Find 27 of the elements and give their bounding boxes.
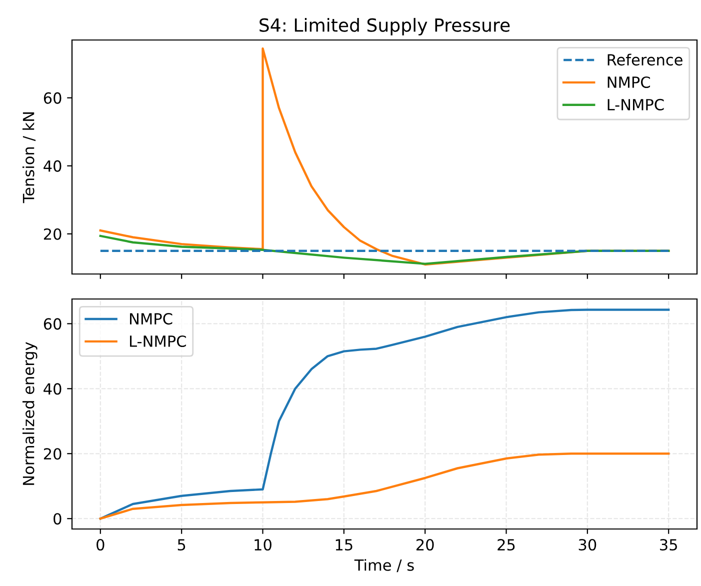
x-tick-label: 10 (254, 538, 272, 551)
legend-label: NMPC (608, 76, 650, 88)
line-series (99, 308, 670, 520)
x-tick-label: 15 (336, 539, 352, 551)
x-tick-label: 5 (178, 539, 186, 551)
y-axis-title: Tension / kN (22, 112, 36, 204)
line-series (99, 234, 670, 265)
y-tick-label: 60 (44, 318, 62, 330)
legend-label: NMPC (130, 313, 172, 325)
chart-title: S4: Limited Supply Pressure (260, 18, 510, 36)
y-tick-label: 20 (44, 228, 62, 240)
x-axis-title: Time / s (354, 559, 414, 572)
x-tick-label: 30 (578, 538, 596, 551)
x-tick-label: 20 (416, 538, 434, 551)
y-tick-label: 20 (44, 448, 62, 460)
x-tick-label: 25 (498, 538, 515, 551)
x-tick-label: 0 (96, 538, 104, 551)
y-tick-label: 40 (44, 160, 62, 172)
legend-label: L-NMPC (130, 335, 186, 347)
y-axis-title: Normalized energy (22, 342, 38, 485)
y-tick-label: 40 (44, 383, 62, 395)
legend-label: Reference (608, 54, 682, 66)
x-tick-label: 35 (660, 538, 677, 551)
y-tick-label: 0 (54, 513, 62, 525)
legend-label: L-NMPC (608, 98, 664, 110)
line-series (99, 452, 670, 520)
y-tick-label: 60 (44, 92, 62, 104)
